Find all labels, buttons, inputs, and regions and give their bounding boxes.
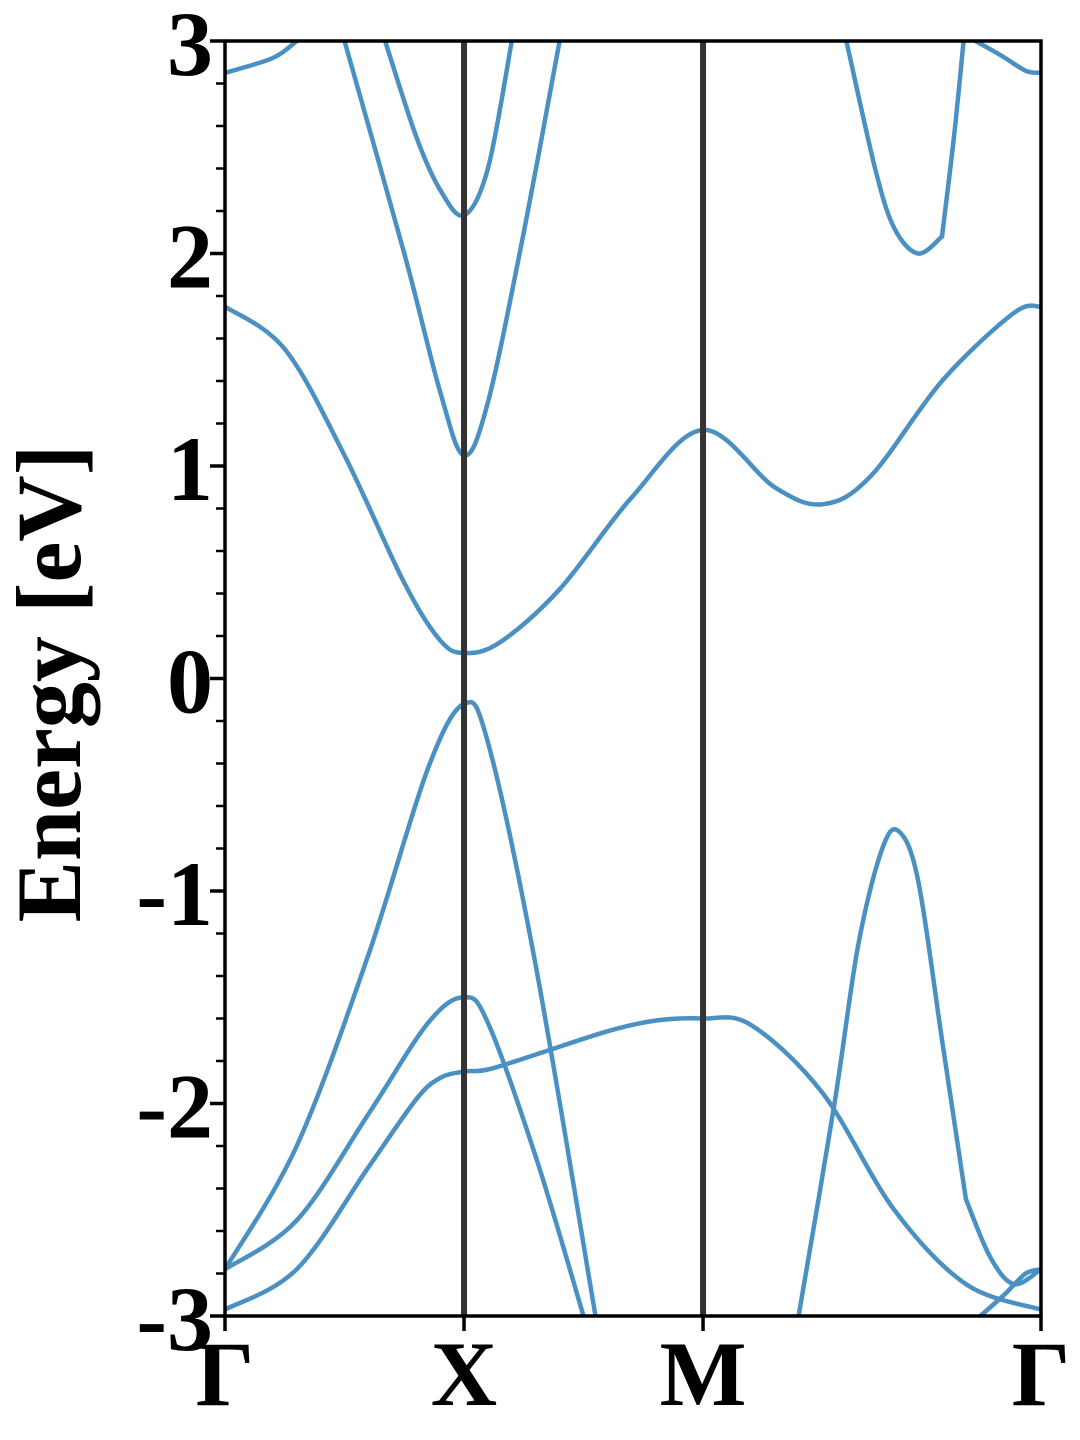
bands-group (225, 41, 1041, 1316)
x-tick-label: Γ (196, 1323, 255, 1425)
y-tick-label: -2 (136, 1056, 213, 1158)
y-tick-label: 3 (167, 0, 213, 95)
x-tick-label: Γ (1012, 1323, 1071, 1425)
y-tick-label: -1 (136, 843, 213, 945)
band-line-12 (225, 41, 299, 76)
y-tick-label: 2 (167, 206, 213, 308)
plot-frame (223, 39, 1043, 1318)
band-line-8 (963, 1196, 1041, 1287)
y-tick-label: 1 (167, 418, 213, 520)
band-line-10 (844, 41, 945, 256)
band-line-3 (225, 699, 598, 1316)
y-tick-label: 0 (167, 631, 213, 733)
band-line-11 (939, 41, 966, 239)
band-line-4 (225, 303, 1041, 656)
band-line-2 (225, 995, 586, 1316)
band-line-6 (382, 41, 515, 218)
y-tick-label: -3 (136, 1268, 213, 1370)
y-axis-ticks: -3 -2 -1 0 1 2 3 (136, 0, 225, 1370)
band-line-7 (796, 827, 969, 1316)
band-line-13 (973, 41, 1041, 76)
band-line-9 (978, 1267, 1041, 1316)
x-tick-label: M (660, 1323, 747, 1425)
y-axis-label: Energy [eV] (0, 445, 100, 923)
x-tick-label: X (431, 1323, 497, 1425)
band-line-1 (225, 1015, 1041, 1312)
band-line-5 (342, 41, 562, 458)
k-point-lines (461, 41, 707, 1316)
